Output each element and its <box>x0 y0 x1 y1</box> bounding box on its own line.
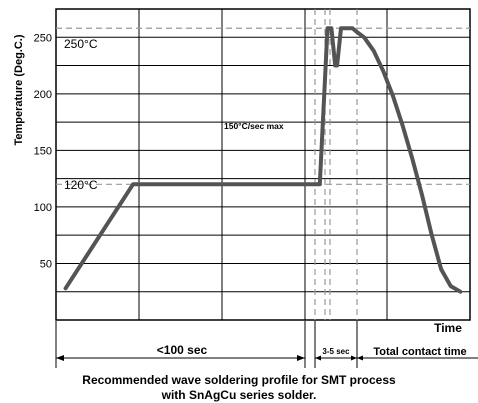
ref-label-120: 120°C <box>64 178 98 192</box>
grid <box>55 8 471 321</box>
caption-line-2: with SnAgCu series solder. <box>161 388 317 402</box>
temperature-curve <box>63 26 463 294</box>
y-axis-label: Temperature (Deg.C.) <box>13 34 25 145</box>
y-tick-label: 100 <box>34 202 52 214</box>
temperature-curve-line <box>63 26 463 294</box>
ref-label-250: 250°C <box>64 37 98 51</box>
dwell-duration-label: 3-5 sec <box>322 347 350 356</box>
y-tick-label: 250 <box>34 32 52 44</box>
reference-lines <box>56 9 470 320</box>
preheat-duration-label: <100 sec <box>157 343 208 357</box>
x-axis-label: Time <box>434 321 462 335</box>
y-tick-label: 50 <box>40 258 52 270</box>
ramp-rate-annotation: 150°C/sec max <box>224 121 284 131</box>
plot-frame <box>55 8 471 321</box>
caption-line-1: Recommended wave soldering profile for S… <box>82 373 396 387</box>
y-tick-label: 150 <box>34 145 52 157</box>
duration-markers <box>55 321 478 368</box>
y-tick-label: 200 <box>34 89 52 101</box>
contact-time-label: Total contact time <box>373 346 466 358</box>
y-tick-labels: 50 100 150 200 250 <box>34 32 52 270</box>
